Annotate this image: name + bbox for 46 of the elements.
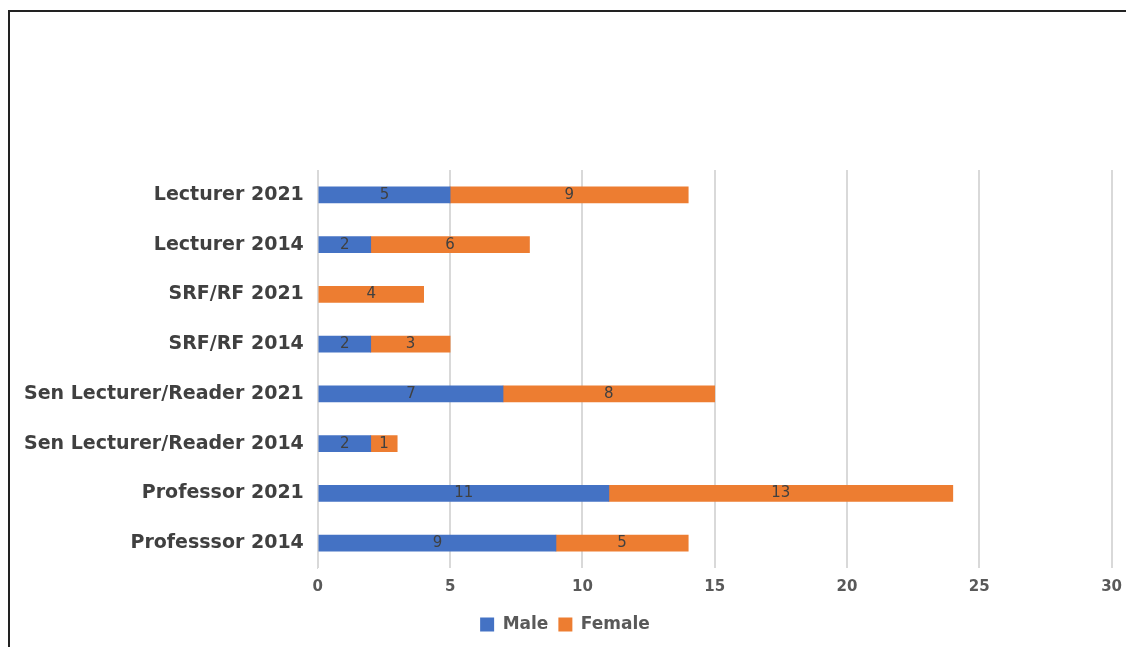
bar [318, 186, 451, 204]
bar [370, 335, 451, 353]
bar [318, 485, 610, 502]
x-tick-label: 20 [836, 576, 858, 595]
y-tick-label: Lecturer 2014 [153, 231, 304, 254]
x-tick-label: 15 [704, 576, 726, 595]
x-tick-label: 30 [1101, 576, 1122, 595]
data-label: 1 [379, 433, 389, 452]
bar [318, 435, 372, 452]
data-label: 9 [432, 533, 443, 552]
x-tick-label: 5 [444, 576, 456, 595]
bar [318, 385, 504, 403]
data-label: 5 [379, 184, 390, 203]
x-tick-label: 10 [571, 576, 593, 595]
x-tick-label: 0 [312, 576, 324, 595]
bar [318, 286, 424, 303]
data-label: 7 [406, 383, 416, 402]
bar [370, 435, 398, 452]
data-label: 5 [617, 533, 627, 552]
data-label: 4 [366, 284, 377, 303]
bar [502, 385, 716, 403]
data-label: 6 [445, 234, 455, 253]
y-tick-label: Professsor 2014 [130, 530, 304, 553]
data-label: 2 [340, 234, 350, 253]
y-tick-label: Sen Lecturer/Reader 2021 [23, 380, 304, 403]
legend-label: Female [580, 612, 650, 633]
y-tick-label: Lecturer 2021 [153, 181, 304, 204]
y-tick-label: Sen Lecturer/Reader 2014 [23, 430, 304, 453]
data-label: 3 [405, 334, 416, 353]
bar [370, 236, 530, 253]
data-label: 8 [604, 383, 614, 402]
data-label: 9 [564, 184, 574, 203]
y-tick-label: SRF/RF 2021 [168, 281, 304, 304]
bar [318, 534, 557, 552]
data-label: 13 [771, 483, 791, 502]
y-tick-label: Professor 2021 [141, 480, 304, 503]
data-label: 11 [454, 483, 474, 502]
legend-label: Male [502, 612, 549, 633]
y-tick-label: SRF/RF 2014 [168, 331, 304, 354]
bar [318, 236, 372, 253]
x-tick-label: 25 [968, 576, 990, 595]
data-label: 2 [340, 433, 350, 452]
bar [555, 534, 689, 552]
bar [449, 186, 689, 204]
bar [608, 485, 954, 502]
data-label: 2 [340, 334, 350, 353]
